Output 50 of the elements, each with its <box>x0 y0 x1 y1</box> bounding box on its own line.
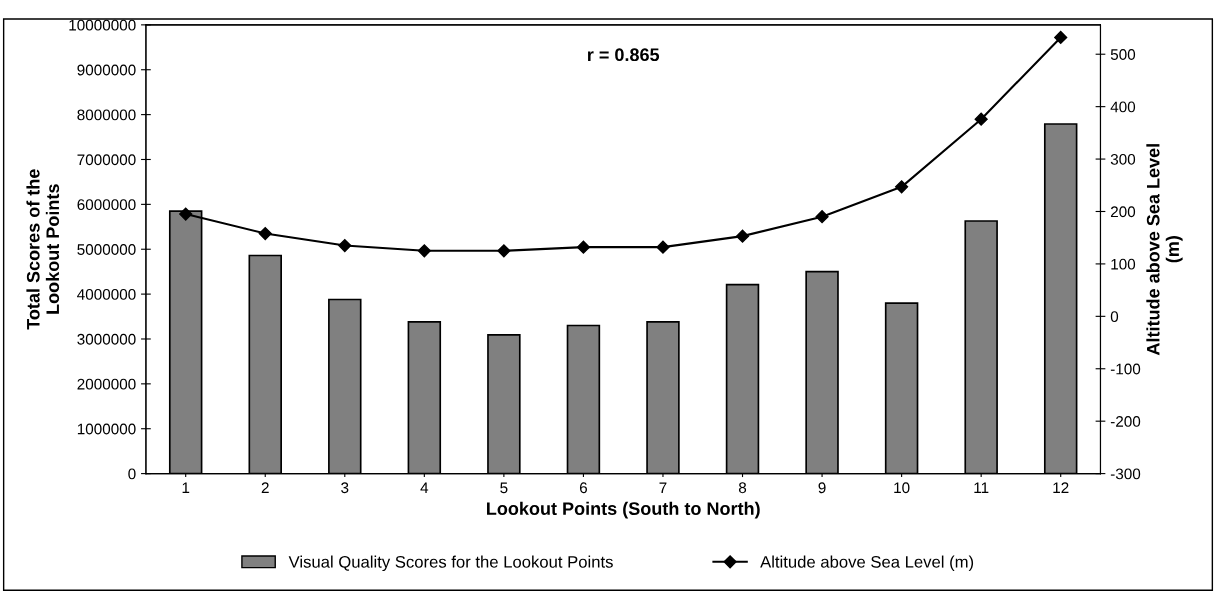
y2-tick-label: -300 <box>1110 468 1141 480</box>
y-tick-label: 4000000 <box>77 288 136 300</box>
point <box>735 229 750 243</box>
point <box>895 180 909 194</box>
x-tick-label: 4 <box>420 482 429 493</box>
point <box>576 240 591 254</box>
y2-tick-label: 500 <box>1110 49 1136 60</box>
legend-label: Altitude above Sea Level (m) <box>760 555 974 572</box>
y-tick-label: 6000000 <box>77 199 136 211</box>
y-tick-label: 5000000 <box>77 244 136 255</box>
point <box>974 112 988 126</box>
x-tick-label: 9 <box>818 482 826 494</box>
point <box>1054 30 1068 45</box>
point <box>656 240 670 254</box>
point <box>497 244 511 258</box>
point <box>258 226 272 241</box>
y-tick-label: 1000000 <box>77 423 136 435</box>
x-tick-label: 8 <box>738 482 747 494</box>
y-tick-label: 7000000 <box>77 154 136 166</box>
y2-tick-label: -200 <box>1110 416 1141 427</box>
x-tick-label: 7 <box>659 482 667 493</box>
y2-tick-label: 0 <box>1110 311 1119 323</box>
legend-label: Visual Quality Scores for the Lookout Points <box>288 555 613 572</box>
x-tick-label: 10 <box>894 482 910 494</box>
y2-tick-label: 100 <box>1111 258 1136 270</box>
y-tick-label: 10000000 <box>69 19 136 31</box>
y2-axis-title: Altitude above Sea Level (m) <box>1146 144 1183 356</box>
y2-tick-label: -100 <box>1110 363 1141 375</box>
x-tick-label: 12 <box>1053 482 1069 493</box>
y-tick-label: 2000000 <box>77 378 136 390</box>
y2-tick-label: 300 <box>1110 153 1136 165</box>
x-tick-label: 11 <box>974 482 989 493</box>
point <box>417 244 431 258</box>
y-tick-label: 0 <box>128 468 136 480</box>
x-tick-label: 3 <box>341 482 349 494</box>
x-tick-label: 6 <box>579 482 587 494</box>
y-tick-label: 8000000 <box>77 109 136 121</box>
point <box>179 207 193 221</box>
point <box>338 238 352 253</box>
y-tick-label: 3000000 <box>77 333 136 345</box>
x-tick-label: 1 <box>182 482 190 493</box>
x-axis-title: Lookout Points (South to North) <box>487 501 760 519</box>
x-tick-label: 5 <box>500 482 508 494</box>
point <box>815 210 829 224</box>
y2-tick-label: 400 <box>1110 101 1136 113</box>
y2-tick-label: 200 <box>1110 206 1136 218</box>
y-tick-label: 9000000 <box>77 64 136 76</box>
x-tick-label: 2 <box>261 482 269 493</box>
annotation: r = 0.865 <box>588 48 660 62</box>
y-axis-title: Total Scores of the Lookout Points <box>26 169 60 330</box>
